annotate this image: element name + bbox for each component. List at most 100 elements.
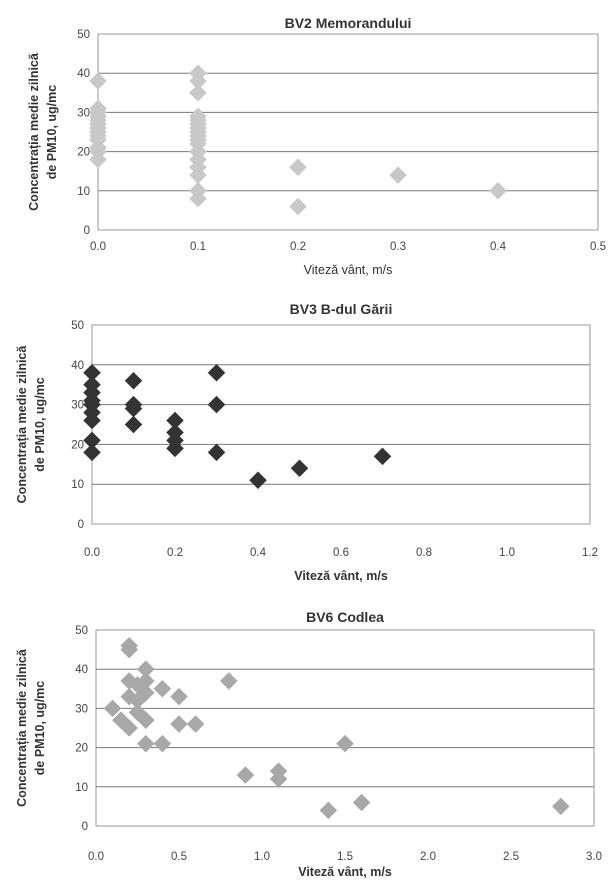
x-tick-label: 0.8 <box>416 547 432 559</box>
plot-area-border <box>97 33 599 231</box>
x-tick-label: 0.1 <box>190 241 206 253</box>
data-point <box>189 64 207 83</box>
x-tick-label: 0.5 <box>590 241 606 253</box>
data-point <box>120 636 139 655</box>
x-tick-label: 0.0 <box>88 851 104 863</box>
y-tick-label: 40 <box>77 68 90 80</box>
y-tick-label: 50 <box>77 29 90 41</box>
data-point <box>290 459 309 478</box>
y-tick-label: 30 <box>71 400 84 412</box>
data-point <box>170 715 188 733</box>
y-axis-label: Concentrația medie zilnică <box>27 52 41 211</box>
data-point <box>124 371 143 390</box>
x-tick-label: 1.2 <box>582 547 598 559</box>
y-axis-label: Concentrația medie zilnică <box>15 648 29 807</box>
y-tick-label: 40 <box>71 360 84 372</box>
y-axis-label: de PM10, ug/mc <box>33 681 47 776</box>
y-tick-label: 50 <box>75 625 88 637</box>
data-point <box>89 99 107 118</box>
y-tick-label: 0 <box>82 821 88 833</box>
x-tick-label: 0.0 <box>84 547 100 559</box>
y-tick-label: 20 <box>77 147 90 159</box>
data-point <box>136 660 155 679</box>
y-tick-label: 0 <box>84 225 90 237</box>
data-point <box>83 363 101 382</box>
x-tick-label: 2.5 <box>503 851 519 863</box>
x-axis-label: Viteză vânt, m/s <box>294 569 388 583</box>
data-point <box>389 166 407 184</box>
y-tick-label: 20 <box>71 439 84 451</box>
chart-title: BV2 Memorandului <box>285 15 412 31</box>
y-tick-label: 10 <box>71 479 84 491</box>
x-tick-label: 0.2 <box>167 547 183 559</box>
chart-title: BV6 Codlea <box>306 609 384 625</box>
data-point <box>83 375 101 394</box>
y-tick-label: 10 <box>75 782 88 794</box>
x-tick-label: 2.0 <box>420 851 436 863</box>
x-tick-label: 0.4 <box>490 241 507 253</box>
x-tick-label: 0.2 <box>290 241 306 253</box>
x-tick-label: 1.0 <box>254 851 270 863</box>
data-point <box>207 443 226 462</box>
data-point <box>83 431 101 450</box>
data-point <box>124 415 143 434</box>
data-point <box>189 83 207 102</box>
data-point <box>319 801 338 820</box>
y-tick-label: 30 <box>77 107 90 119</box>
data-point <box>166 411 184 430</box>
data-point <box>269 762 288 780</box>
y-tick-label: 10 <box>77 186 90 198</box>
data-point <box>136 683 155 702</box>
data-point <box>83 443 101 462</box>
y-axis-label: de PM10, ug/mc <box>45 85 59 180</box>
data-point <box>219 672 238 690</box>
y-tick-label: 20 <box>75 743 88 755</box>
data-point <box>336 734 354 753</box>
y-axis-label: Concentrația medie zilnică <box>15 345 29 504</box>
data-point <box>153 734 172 753</box>
data-point <box>170 687 188 706</box>
data-point <box>207 395 226 414</box>
data-point <box>249 471 267 490</box>
data-point <box>136 672 155 690</box>
data-point <box>352 793 371 812</box>
data-point <box>189 181 207 200</box>
data-point <box>289 197 307 216</box>
data-point <box>124 395 143 414</box>
chart-2: 0 10 20 30 40 50 0.0 0.2 0.4 0.6 0.8 1.0 1.2 BV3 B-du… <box>15 301 598 583</box>
data-point <box>136 734 155 753</box>
chart-1: 0 10 20 30 40 50 0.0 0.1 0.2 0.3 0.4 0.5 BV2 Memoran… <box>27 15 606 277</box>
data-point <box>89 72 107 90</box>
y-tick-label: 30 <box>75 703 88 715</box>
data-point <box>103 699 122 718</box>
data-point <box>112 711 130 730</box>
x-axis-label: Viteză vânt, m/s <box>304 263 393 277</box>
x-tick-label: 0.6 <box>333 547 349 559</box>
data-point <box>289 158 307 177</box>
data-point <box>120 719 139 737</box>
data-point <box>186 715 205 733</box>
chart-3: 0 10 20 30 40 50 0.0 0.5 1.0 1.5 2.0 2.5 3.0 BV6 Codl… <box>15 609 602 879</box>
data-point <box>489 181 507 200</box>
data-point <box>373 447 392 466</box>
x-axis-label: Viteză vânt, m/s <box>298 865 392 879</box>
plot-area-border <box>95 629 595 827</box>
x-tick-label: 1.5 <box>337 851 353 863</box>
x-tick-label: 1.0 <box>499 547 515 559</box>
data-point <box>207 363 226 382</box>
y-tick-label: 50 <box>71 320 84 332</box>
data-point <box>166 423 184 442</box>
x-tick-label: 0.0 <box>90 241 106 253</box>
data-point <box>189 107 207 126</box>
x-tick-label: 3.0 <box>586 851 602 863</box>
y-tick-label: 0 <box>78 519 84 531</box>
x-tick-label: 0.3 <box>390 241 406 253</box>
chart-title: BV3 B-dul Gării <box>290 301 393 317</box>
plot-area-border <box>91 324 591 525</box>
data-point <box>153 679 172 698</box>
x-tick-label: 0.5 <box>171 851 187 863</box>
data-point <box>551 797 570 816</box>
x-tick-label: 0.4 <box>250 547 267 559</box>
data-point <box>136 711 155 730</box>
